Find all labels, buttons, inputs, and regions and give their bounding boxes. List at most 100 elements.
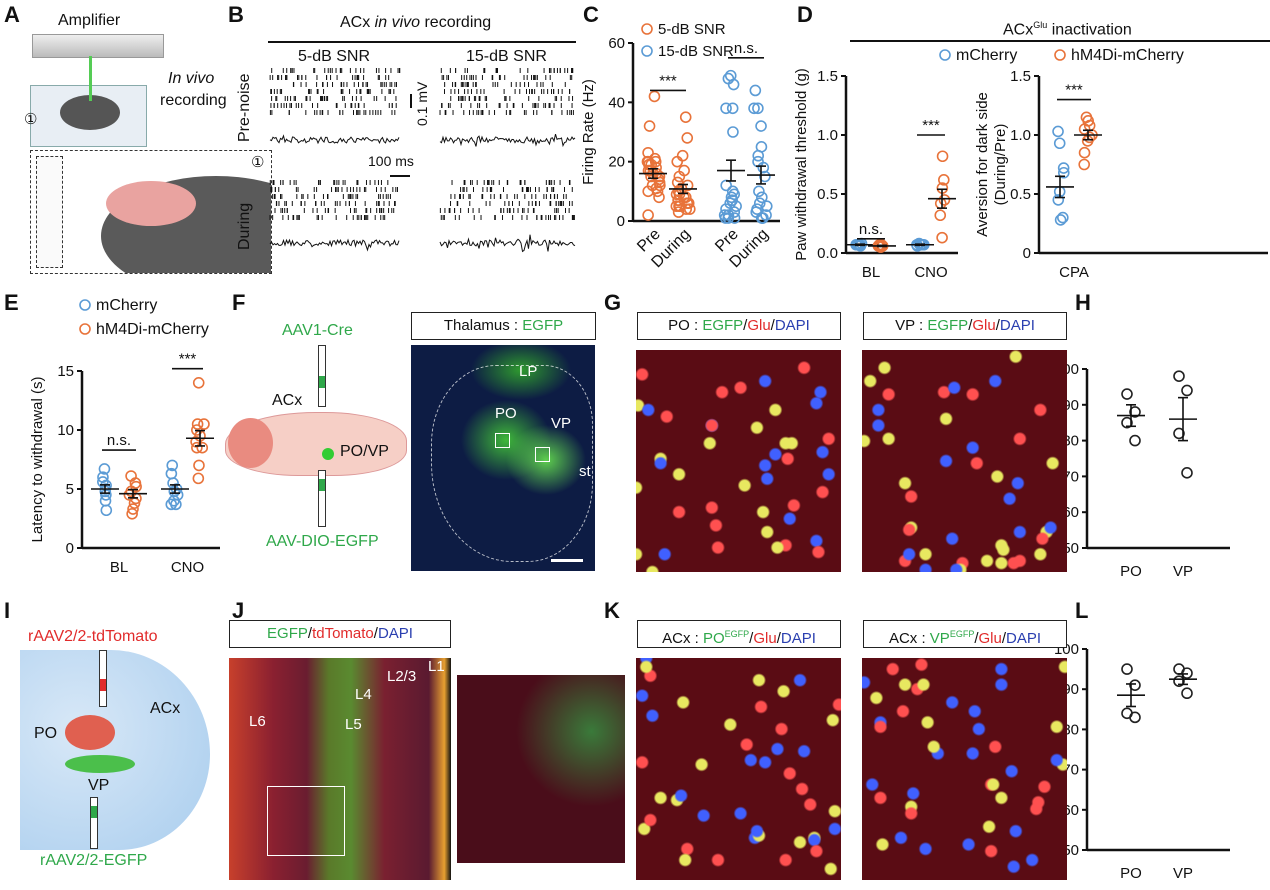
layer-l6: L6 [249, 713, 266, 730]
y-tick-label: 0 [1023, 245, 1031, 262]
data-point [193, 459, 205, 472]
data-point [1121, 663, 1133, 675]
significance-label: *** [922, 117, 940, 134]
x-tick-label: VP [1173, 563, 1193, 580]
layer-l4: L4 [355, 686, 372, 703]
data-point [192, 376, 205, 389]
acx-vp-micrograph [862, 658, 1067, 880]
cortex-image: L6 L5 L4 L2/3 L1 [229, 658, 451, 880]
panel-label-g: G [604, 290, 622, 315]
y-tick-label: 0.0 [817, 245, 838, 262]
scale-bar-t [390, 175, 410, 177]
col-15db: 15-dB SNR [466, 48, 547, 65]
data-point [1053, 137, 1066, 150]
significance-label: *** [179, 351, 197, 368]
data-point [936, 231, 948, 244]
significance-label: n.s. [107, 432, 131, 449]
legend-marker [79, 323, 91, 335]
panel-label-a: A [4, 2, 20, 27]
voltage-trace [439, 133, 576, 148]
g-vp-title: VP : EGFP/Glu/DAPI [863, 312, 1067, 340]
data-point [749, 84, 762, 97]
layer-l1: L1 [428, 658, 445, 675]
scale-t-label: 100 ms [368, 153, 414, 169]
data-point [680, 191, 692, 204]
data-point [753, 185, 765, 198]
y-tick-label: 0.5 [1010, 186, 1031, 203]
data-point [98, 463, 111, 475]
data-point [1173, 370, 1185, 382]
legend-marker [641, 45, 653, 57]
col-5db: 5-dB SNR [298, 48, 371, 65]
vp-region [65, 755, 135, 773]
data-point [727, 126, 739, 138]
data-point [671, 155, 684, 168]
data-point [680, 203, 693, 215]
data-point [936, 150, 949, 163]
data-point [755, 212, 768, 224]
data-point [748, 102, 760, 115]
syringe-top [318, 345, 326, 407]
virus-tdtomato: rAAV2/2-tdTomato [28, 628, 158, 645]
data-point [191, 441, 203, 454]
panel-label-b: B [228, 2, 244, 27]
recording-cable [89, 56, 92, 101]
data-point [752, 102, 764, 115]
x-tick-label: BL [110, 559, 128, 576]
cortex-region [228, 418, 273, 468]
data-point [1057, 166, 1070, 179]
scale-bar [551, 559, 583, 562]
data-point [100, 489, 112, 501]
data-point [192, 472, 205, 485]
data-point [1181, 384, 1193, 397]
syringe-bottom [318, 470, 326, 527]
legend-label: mCherry [96, 297, 157, 314]
x-tick-label: VP [1173, 865, 1193, 882]
data-point [684, 203, 696, 215]
y-tick-label: 0 [617, 213, 625, 230]
data-point [756, 191, 768, 204]
voltage-trace [269, 134, 400, 145]
data-point [1181, 687, 1193, 700]
data-point [1121, 416, 1133, 429]
x-tick-label: PO [1120, 865, 1142, 882]
y-tick-label: 60 [608, 35, 625, 52]
y-tick-label: 15 [57, 363, 74, 380]
data-point [196, 441, 209, 454]
data-point [170, 498, 182, 511]
legend-label: hM4Di-mCherry [96, 321, 209, 338]
y-tick-label: 5 [66, 481, 74, 498]
y-axis-label: Aversion for dark side [974, 92, 991, 237]
panel-label-l: L [1075, 598, 1089, 623]
syringe-green [90, 797, 98, 849]
po-region [65, 715, 115, 750]
virus-aav1-cre: AAV1-Cre [282, 322, 353, 339]
data-point [1078, 158, 1090, 171]
y-tick-label: 40 [608, 94, 625, 111]
thalamus-image: LP PO VP st [411, 345, 595, 571]
data-point [681, 132, 694, 144]
data-point [642, 146, 654, 159]
data-point [1057, 211, 1069, 224]
data-point [1129, 434, 1141, 447]
marker-1: ① [24, 111, 38, 128]
data-point [672, 206, 685, 218]
amplifier-label: Amplifier [58, 12, 121, 29]
data-point [759, 170, 771, 183]
recording-label: recording [160, 92, 227, 109]
data-point [190, 435, 202, 448]
panel-label-j: J [232, 598, 245, 623]
data-point [654, 179, 666, 192]
data-point [126, 507, 138, 520]
significance-label: *** [659, 72, 677, 89]
y-tick-label: 1.5 [817, 68, 838, 85]
data-point [938, 174, 950, 186]
cortex-zoom-image [457, 675, 625, 863]
data-point [720, 102, 732, 115]
y-tick-label: 0 [66, 540, 74, 557]
panel-label-f: F [232, 290, 246, 315]
data-point [676, 149, 689, 162]
invivo-label: In vivo [168, 70, 215, 87]
